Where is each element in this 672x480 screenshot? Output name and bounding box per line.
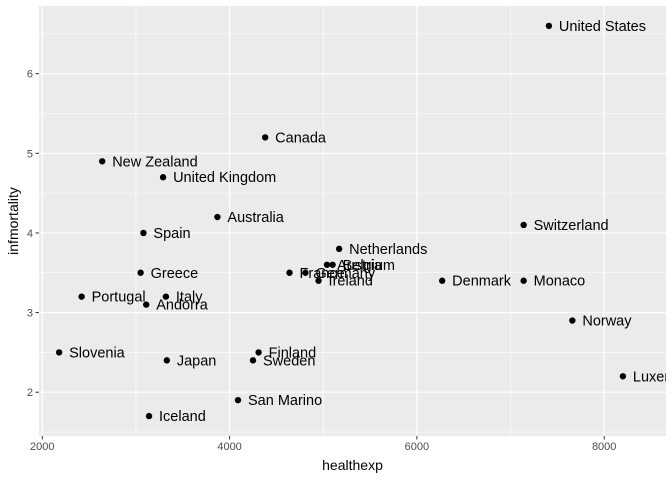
x-tick-label: 4000 — [217, 441, 241, 453]
data-point — [323, 261, 331, 268]
point-label: United Kingdom — [173, 170, 276, 186]
point-label: New Zealand — [112, 154, 197, 170]
data-point — [569, 317, 576, 324]
minor-gridlines — [39, 6, 666, 436]
point-label: Norway — [582, 314, 632, 330]
point-label: Portugal — [92, 290, 146, 306]
data-point — [302, 269, 309, 276]
point-label: Denmark — [452, 274, 512, 290]
x-tick-label: 6000 — [405, 441, 429, 453]
point-label: San Marino — [248, 393, 322, 409]
y-tick-label: 5 — [27, 148, 33, 160]
data-point — [545, 22, 553, 30]
data-point — [78, 293, 85, 300]
data-point — [163, 357, 171, 364]
y-tick-label: 4 — [27, 228, 33, 240]
point-label: Switzerland — [534, 218, 609, 234]
y-axis-title: infmortality — [5, 187, 21, 255]
point-label: Luxembourg — [633, 369, 672, 385]
data-point — [335, 245, 343, 253]
data-point — [55, 349, 63, 356]
point-label: Germany — [315, 266, 375, 282]
point-label: Andorra — [156, 298, 209, 314]
point-label: Greece — [151, 266, 199, 282]
data-point — [261, 134, 269, 141]
point-label: France — [300, 266, 345, 282]
data-point — [162, 293, 170, 300]
data-point — [140, 229, 147, 237]
x-axis-ticks: 2000 4000 6000 8000 — [30, 436, 616, 453]
point-label: Australia — [227, 210, 284, 226]
data-point — [137, 269, 144, 276]
x-axis-title: healthexp — [322, 457, 383, 473]
point-label: Italy — [176, 290, 203, 306]
data-point — [249, 357, 257, 364]
point-label: Monaco — [534, 274, 586, 290]
point-label: Canada — [275, 130, 327, 146]
data-point — [143, 301, 150, 308]
point-label: Ireland — [329, 274, 373, 290]
point-label: Austria — [337, 258, 383, 274]
point-label: Sweden — [263, 353, 315, 369]
data-point — [145, 412, 153, 420]
point-label: Japan — [177, 353, 217, 369]
data-point — [159, 174, 167, 181]
data-point — [520, 277, 527, 284]
y-axis-ticks: 2 3 4 5 6 — [27, 69, 39, 399]
x-tick-label: 8000 — [592, 441, 616, 453]
data-point — [234, 396, 242, 404]
data-point — [255, 349, 262, 356]
point-label: Belgium — [343, 258, 395, 274]
point-label: United States — [559, 19, 646, 35]
plot-panel — [39, 6, 666, 436]
data-point — [329, 261, 336, 268]
point-label: Finland — [269, 345, 317, 361]
y-tick-label: 6 — [27, 69, 33, 81]
data-point — [619, 373, 627, 380]
data-point — [99, 158, 106, 165]
data-point — [315, 277, 322, 284]
data-point — [214, 213, 221, 221]
data-point — [438, 277, 446, 284]
y-tick-label: 2 — [27, 387, 33, 399]
y-tick-label: 3 — [27, 308, 33, 320]
point-label: Netherlands — [349, 242, 427, 258]
point-label: Spain — [153, 226, 190, 242]
point-label: Iceland — [159, 409, 206, 425]
x-tick-label: 2000 — [30, 441, 54, 453]
point-label: Slovenia — [69, 345, 126, 361]
data-point — [286, 269, 293, 276]
data-point — [520, 221, 527, 229]
